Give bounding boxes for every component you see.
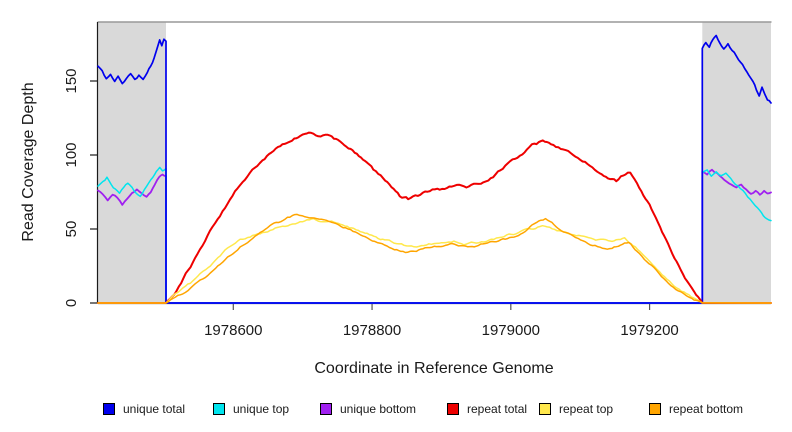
legend-swatch-icon [539, 403, 551, 415]
legend-item: repeat bottom [649, 402, 743, 416]
series-repeat-total-line [97, 131, 772, 304]
legend-item: unique total [103, 402, 185, 416]
legend-swatch-icon [447, 403, 459, 415]
shaded-flank-region [702, 22, 771, 304]
legend-swatch-icon [320, 403, 332, 415]
series-repeat-bottom-line [97, 213, 772, 304]
legend-item: repeat top [539, 402, 613, 416]
legend-label: repeat top [559, 402, 614, 416]
legend-label: repeat bottom [669, 402, 744, 416]
x-tick-label: 1979200 [620, 322, 679, 339]
legend-swatch-icon [649, 403, 661, 415]
legend-swatch-icon [213, 403, 225, 415]
x-tick-label: 1978800 [342, 322, 402, 339]
x-tick-label: 1978600 [204, 322, 263, 339]
legend-label: unique total [123, 402, 186, 416]
legend-item: unique top [213, 402, 289, 416]
shaded-flank-region [98, 22, 166, 304]
legend-item: repeat total [447, 402, 527, 416]
legend-item: unique bottom [320, 402, 416, 416]
legend-label: unique top [233, 402, 290, 416]
x-tick-label: 1979000 [481, 322, 541, 339]
x-axis-title: Coordinate in Reference Genome [314, 360, 554, 377]
series-repeat-top-line [97, 217, 772, 304]
legend-label: unique bottom [340, 402, 417, 416]
legend-label: repeat total [467, 402, 528, 416]
legend-swatch-icon [103, 403, 115, 415]
